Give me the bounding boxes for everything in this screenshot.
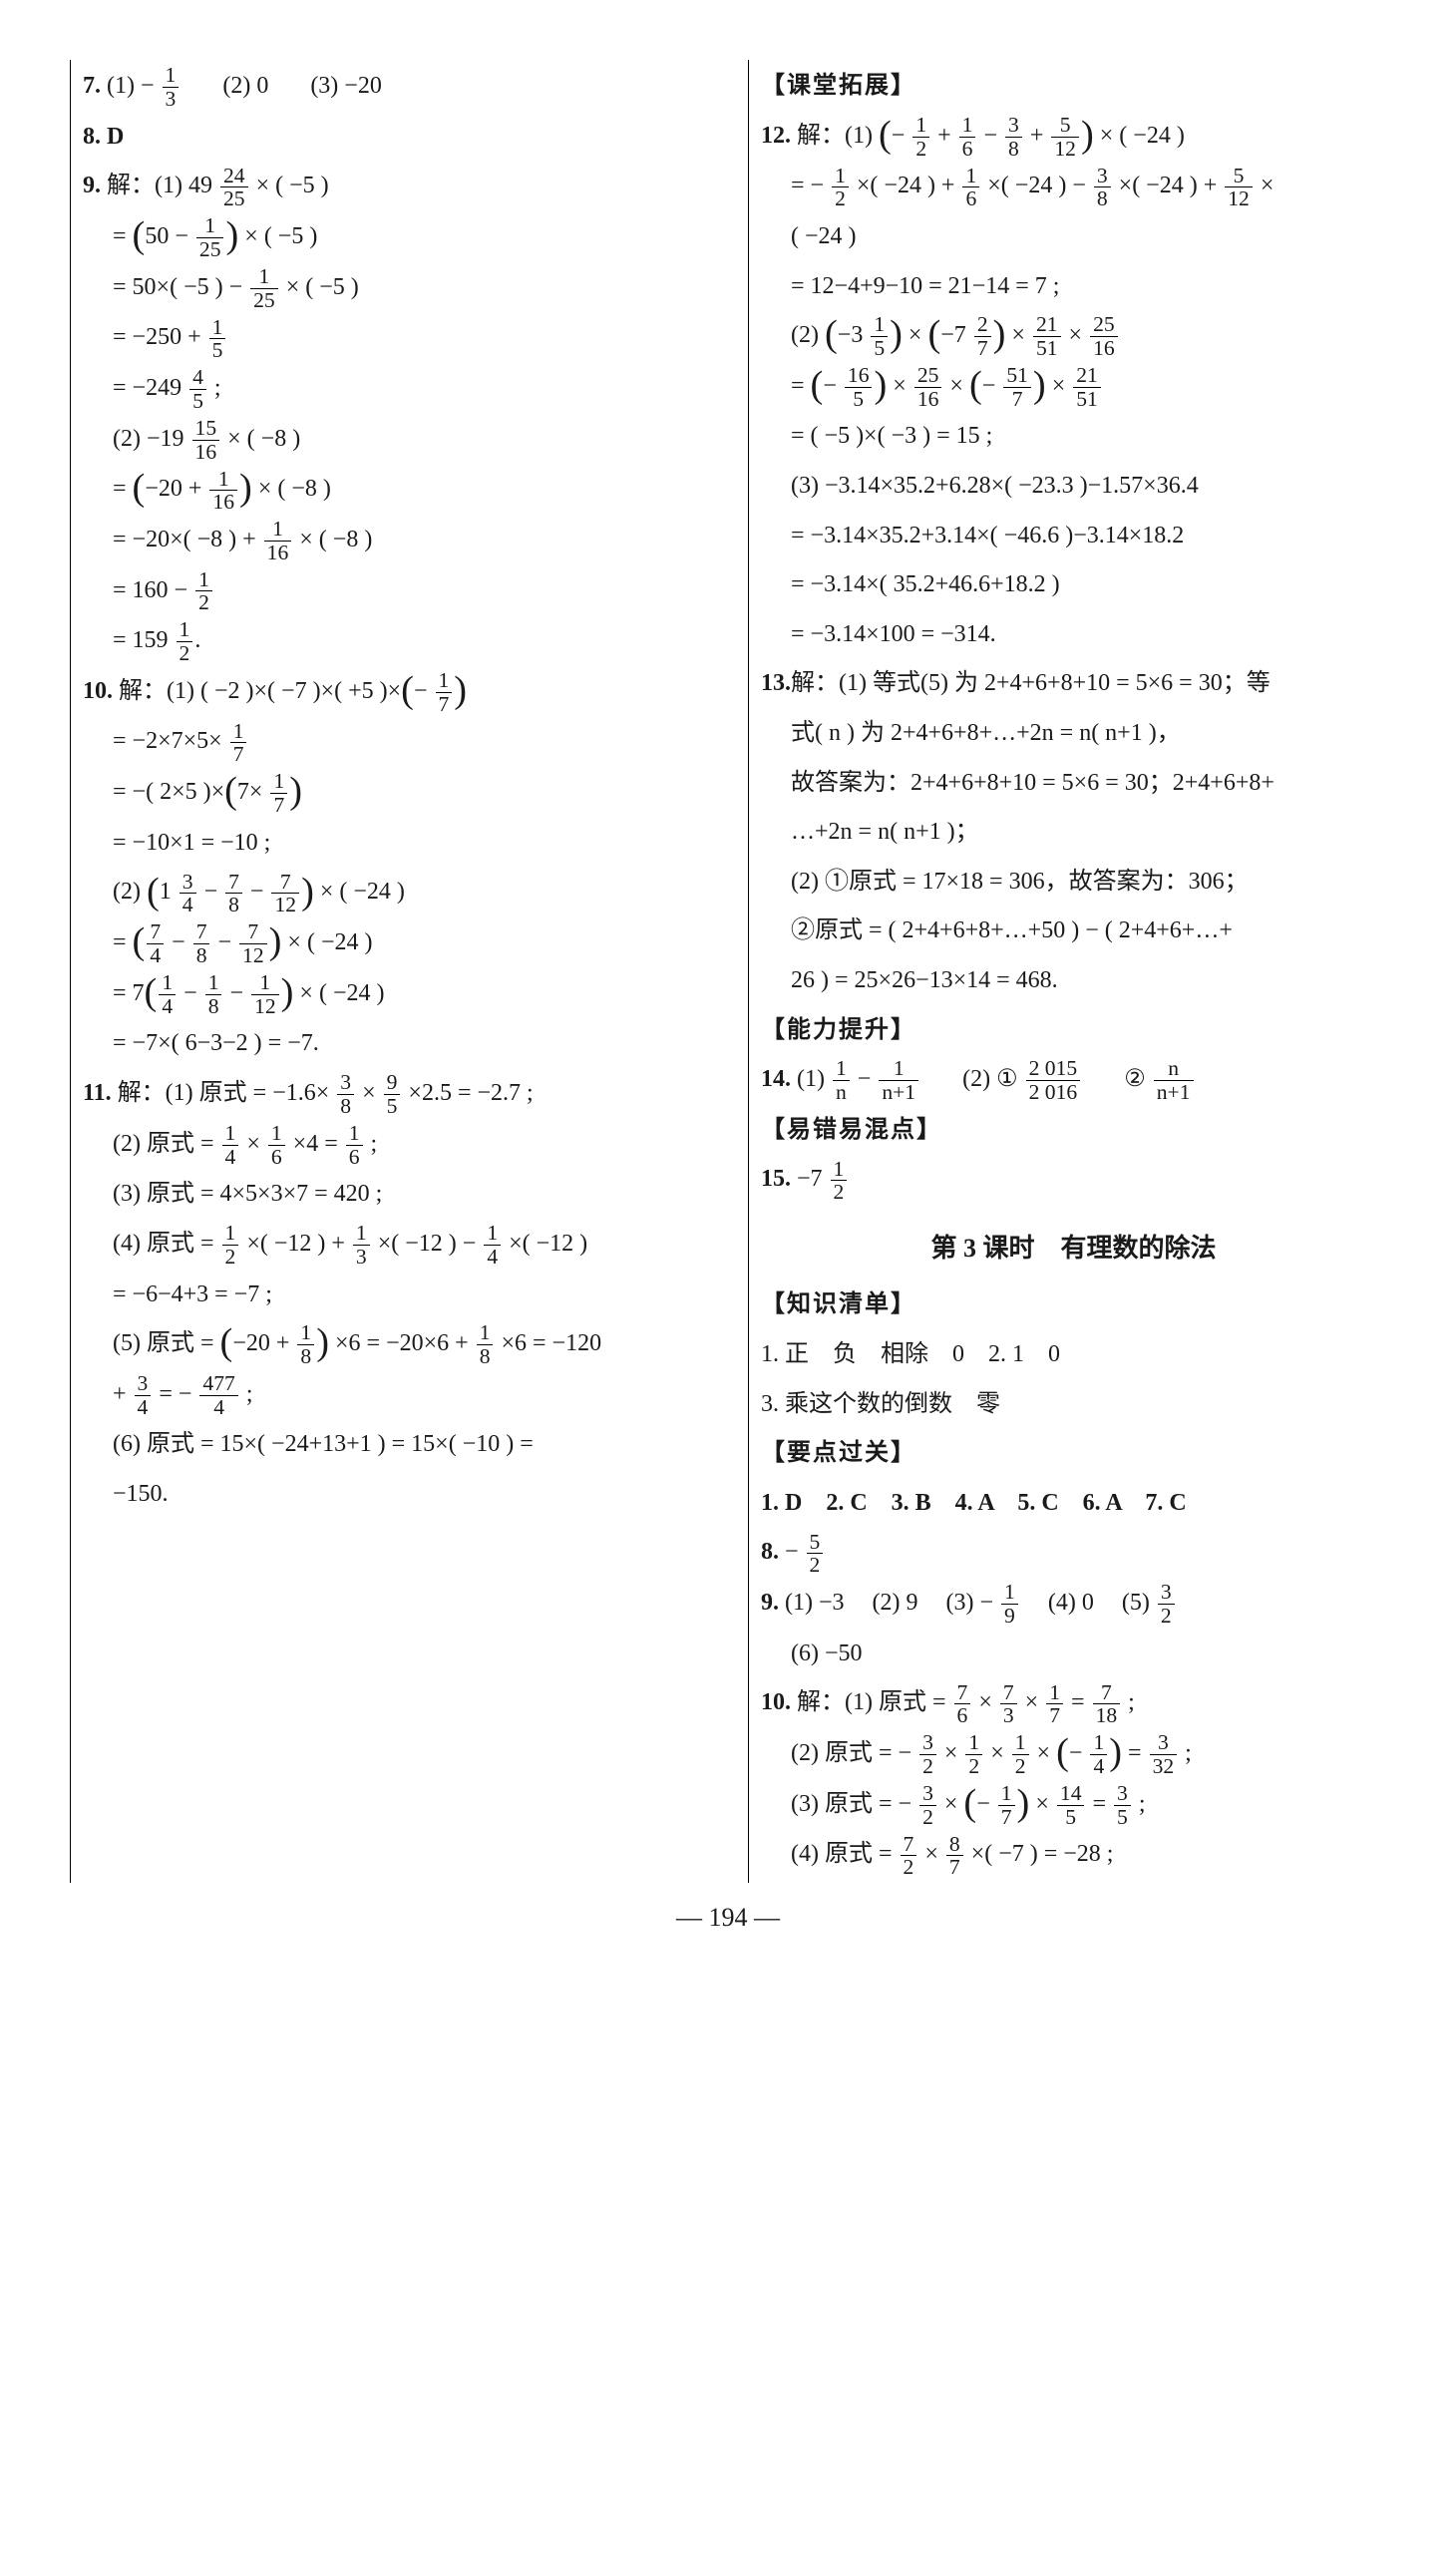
q7-1a: (1) −: [107, 73, 161, 99]
q13e: (2) ①原式 = 17×18 = 306，故答案为：306；: [761, 860, 1386, 906]
y10d: (4) 原式 = 72 × 87 ×( −7 ) = −28 ;: [761, 1832, 1386, 1879]
q12h: = −3.14×( 35.2+46.6+18.2 ): [761, 562, 1386, 608]
lesson-title: 第 3 课时 有理数的除法: [761, 1224, 1386, 1273]
y8: 8. − 52: [761, 1530, 1386, 1577]
q12i: = −3.14×100 = −314.: [761, 612, 1386, 658]
q8: 8. D: [83, 115, 708, 161]
y9: 9. (1) −3 (2) 9 (3) − 19 (4) 0 (5) 32: [761, 1581, 1386, 1628]
q9-num: 9.: [83, 173, 101, 198]
q14: 14. (1) 1n − 1n+1 (2) ① 2 0152 016 ② nn+…: [761, 1057, 1386, 1104]
y10: 10. 解：(1) 原式 = 76 × 73 × 17 = 718 ;: [761, 1680, 1386, 1727]
right-column: 【课堂拓展】 12. 解：(1) (− 12 + 16 − 38 + 512) …: [748, 60, 1386, 1883]
q12g: = −3.14×35.2+3.14×( −46.6 )−3.14×18.2: [761, 514, 1386, 559]
q12e: = ( −5 )×( −3 ) = 15 ;: [761, 414, 1386, 460]
q12b: = 12−4+9−10 = 21−14 = 7 ;: [761, 264, 1386, 310]
q9b: = 50×( −5 ) − 125 × ( −5 ): [83, 265, 708, 312]
q9-f1: 2425: [220, 165, 248, 210]
q7-3: (3) −20: [310, 73, 382, 99]
y10b: (2) 原式 = − 32 × 12 × 12 × (− 14) = 332 ;: [761, 1731, 1386, 1778]
q9e: (2) −19 1516 × ( −8 ): [83, 417, 708, 464]
q11e: = −6−4+3 = −7 ;: [83, 1273, 708, 1318]
y1: 1. D 2. C 3. B 4. A 5. C 6. A 7. C: [761, 1481, 1386, 1527]
q11f: (5) 原式 = (−20 + 18) ×6 = −20×6 + 18 ×6 =…: [83, 1321, 708, 1368]
q10: 10. 解：(1) ( −2 )×( −7 )×( +5 )×(− 17): [83, 669, 708, 716]
q9c: = −250 + 15: [83, 315, 708, 362]
q11: 11. 解：(1) 原式 = −1.6× 38 × 95 ×2.5 = −2.7…: [83, 1071, 708, 1118]
k3: 3. 乘这个数的倒数 零: [761, 1382, 1386, 1428]
q10e: = (74 − 78 − 712) × ( −24 ): [83, 920, 708, 967]
q9h: = 160 − 12: [83, 568, 708, 615]
q10f: = 7(14 − 18 − 112) × ( −24 ): [83, 971, 708, 1018]
q11c: (3) 原式 = 4×5×3×7 = 420 ;: [83, 1172, 708, 1218]
q11-num: 11.: [83, 1080, 112, 1106]
q10g: = −7×( 6−3−2 ) = −7.: [83, 1021, 708, 1067]
q13c: 故答案为：2+4+6+8+10 = 5×6 = 30；2+4+6+8+: [761, 761, 1386, 807]
q10a: = −2×7×5× 17: [83, 719, 708, 766]
q7: 7. (1) − 13 (2) 0 (3) −20: [83, 64, 708, 111]
q7-2: (2) 0: [222, 73, 268, 99]
q13: 13.解：(1) 等式(5) 为 2+4+6+8+10 = 5×6 = 30；等: [761, 661, 1386, 707]
y9b: (6) −50: [761, 1632, 1386, 1677]
q11g: + 34 = − 4774 ;: [83, 1372, 708, 1419]
section-knowledge: 【知识清单】: [761, 1282, 1386, 1328]
q13g: 26 ) = 25×26−13×14 = 468.: [761, 958, 1386, 1004]
left-column: 7. (1) − 13 (2) 0 (3) −20 8. D 9. 解：(1) …: [70, 60, 708, 1883]
q12d: = (− 165) × 2516 × (− 517) × 2151: [761, 364, 1386, 411]
q11h: (6) 原式 = 15×( −24+13+1 ) = 15×( −10 ) =: [83, 1422, 708, 1468]
q12a2: ( −24 ): [761, 214, 1386, 260]
q9-tail: × ( −5 ): [250, 173, 329, 198]
q11i: −150.: [83, 1472, 708, 1518]
page-number: — 194 —: [70, 1903, 1386, 1933]
q10c: = −10×1 = −10 ;: [83, 821, 708, 867]
q9: 9. 解：(1) 49 2425 × ( −5 ): [83, 164, 708, 210]
q9g: = −20×( −8 ) + 116 × ( −8 ): [83, 518, 708, 564]
q10b: = −( 2×5 )×(7× 17): [83, 770, 708, 817]
q10-num: 10.: [83, 678, 113, 704]
q12: 12. 解：(1) (− 12 + 16 − 38 + 512) × ( −24…: [761, 114, 1386, 161]
q9i: = 159 12.: [83, 618, 708, 665]
q13b: 式( n ) 为 2+4+6+8+…+2n = n( n+1 )，: [761, 711, 1386, 757]
k1: 1. 正 负 相除 0 2. 1 0: [761, 1332, 1386, 1378]
section-easywrong: 【易错易混点】: [761, 1108, 1386, 1154]
q12a: = − 12 ×( −24 ) + 16 ×( −24 ) − 38 ×( −2…: [761, 164, 1386, 210]
page: 7. (1) − 13 (2) 0 (3) −20 8. D 9. 解：(1) …: [70, 60, 1386, 1883]
q9f: = (−20 + 116) × ( −8 ): [83, 467, 708, 514]
q7-num: 7.: [83, 73, 101, 99]
q13d: …+2n = n( n+1 )；: [761, 810, 1386, 856]
q12-num: 12.: [761, 123, 791, 149]
y10c: (3) 原式 = − 32 × (− 17) × 145 = 35 ;: [761, 1782, 1386, 1829]
section-ability: 【能力提升】: [761, 1008, 1386, 1054]
q13f: ②原式 = ( 2+4+6+8+…+50 ) − ( 2+4+6+…+: [761, 909, 1386, 954]
q9a: = (50 − 125) × ( −5 ): [83, 214, 708, 261]
q12c: (2) (−3 15) × (−7 27) × 2151 × 2516: [761, 313, 1386, 360]
q9d: = −249 45 ;: [83, 366, 708, 413]
q11b: (2) 原式 = 14 × 16 ×4 = 16 ;: [83, 1122, 708, 1169]
q11d: (4) 原式 = 12 ×( −12 ) + 13 ×( −12 ) − 14 …: [83, 1222, 708, 1269]
q13-num: 13.: [761, 670, 791, 696]
q9-lead: 解：(1) 49: [107, 173, 218, 198]
q12f: (3) −3.14×35.2+6.28×( −23.3 )−1.57×36.4: [761, 464, 1386, 510]
q7-frac1: 13: [163, 64, 180, 110]
section-classroom: 【课堂拓展】: [761, 64, 1386, 110]
q15: 15. −7 12: [761, 1157, 1386, 1204]
section-points: 【要点过关】: [761, 1431, 1386, 1477]
q10d: (2) (1 34 − 78 − 712) × ( −24 ): [83, 870, 708, 916]
